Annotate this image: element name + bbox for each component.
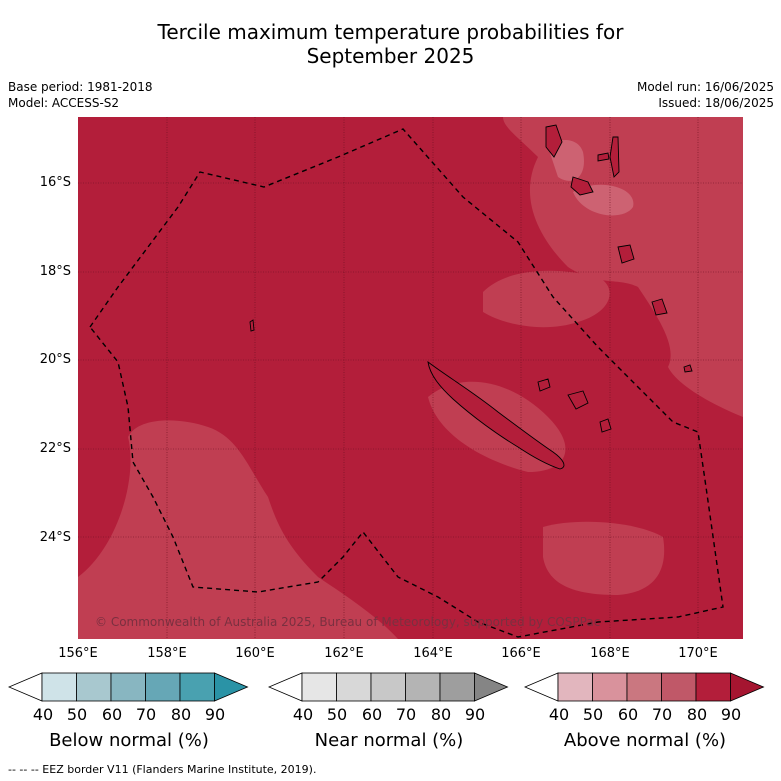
lat-label: 24°S (39, 530, 71, 545)
colorbar-segment (145, 672, 181, 702)
colorbar-segment (214, 672, 249, 702)
cb-near-tick: 80 (430, 705, 452, 724)
cb-near-tick: 40 (292, 705, 314, 724)
lighter-zone-southeast (543, 521, 665, 595)
cb-above-tick: 70 (651, 705, 673, 724)
model-run-label: Model run: 16/06/2025 (636, 80, 774, 94)
cb-above-tick: 90 (720, 705, 742, 724)
colorbar-near-title: Near normal (%) (314, 730, 464, 751)
colorbar-segment (661, 672, 697, 702)
eez-legend-footer: -- -- -- EEZ border V11 (Flanders Marine… (8, 763, 317, 776)
lon-label: 162°E (324, 646, 364, 661)
cb-above-tick: 40 (548, 705, 570, 724)
colorbar-near-normal-segments (268, 672, 509, 702)
map-svg: © Commonwealth of Australia 2025, Bureau… (78, 117, 743, 639)
island-loyalty-2 (567, 390, 589, 410)
colorbar-segment (474, 672, 509, 702)
cb-below-tick: 70 (135, 705, 157, 724)
colorbar-segment (336, 672, 372, 702)
colorbar-segment (268, 672, 303, 702)
colorbar-segment (626, 672, 662, 702)
map-title-line1: Tercile maximum temperature probabilitie… (157, 20, 624, 44)
colorbar-segment (179, 672, 215, 702)
lighter-zone-center (483, 270, 610, 328)
cb-below-tick: 50 (66, 705, 88, 724)
island-east-1 (651, 298, 668, 316)
colorbar-segment (439, 672, 475, 702)
lon-label: 168°E (590, 646, 630, 661)
lon-label: 156°E (58, 646, 98, 661)
vanuatu-island-5 (617, 244, 635, 264)
cb-below-tick: 60 (101, 705, 123, 724)
issued-label: Issued: 18/06/2025 (658, 96, 774, 110)
colorbar-above-normal-segments (524, 672, 765, 702)
colorbar-above-normal (524, 672, 765, 702)
lat-label: 18°S (39, 264, 71, 279)
colorbar-segment (8, 672, 43, 702)
cb-near-tick: 90 (464, 705, 486, 724)
colorbar-above-title: Above normal (%) (563, 730, 727, 751)
map-area: © Commonwealth of Australia 2025, Bureau… (78, 117, 743, 639)
lighter-zone-south (78, 584, 238, 639)
lightest-zone-vanuatu (548, 140, 634, 216)
graticule (78, 117, 743, 639)
cb-near-tick: 60 (361, 705, 383, 724)
lon-label: 170°E (678, 646, 718, 661)
colorbar-segment (41, 672, 77, 702)
colorbar-below-normal (8, 672, 249, 702)
lat-label: 22°S (39, 441, 71, 456)
lon-label: 158°E (147, 646, 187, 661)
cb-near-tick: 50 (326, 705, 348, 724)
island-small-1 (249, 319, 255, 332)
copyright-text: © Commonwealth of Australia 2025, Bureau… (95, 615, 600, 629)
cb-below-tick: 40 (32, 705, 54, 724)
cb-near-tick: 70 (395, 705, 417, 724)
model-label: Model: ACCESS-S2 (8, 96, 120, 110)
cb-above-tick: 80 (686, 705, 708, 724)
vanuatu-island-2 (609, 136, 620, 178)
colorbar-segment (110, 672, 146, 702)
island-loyalty-3 (599, 418, 612, 433)
lighter-zone-northeast (503, 117, 743, 417)
colorbar-segment (301, 672, 337, 702)
map-title-line2: September 2025 (306, 44, 475, 68)
colorbar-below-normal-segments (8, 672, 249, 702)
vanuatu-island-1 (545, 124, 563, 158)
new-caledonia-island (427, 360, 565, 470)
vanuatu-island-4 (597, 152, 610, 162)
colorbar-near-normal (268, 672, 509, 702)
land-masses (249, 124, 693, 470)
lon-label: 166°E (501, 646, 541, 661)
lighter-zone-west (78, 420, 398, 639)
cb-above-tick: 60 (617, 705, 639, 724)
eez-border (89, 128, 724, 638)
island-loyalty-1 (537, 378, 551, 392)
colorbar-below-title: Below normal (%) (49, 730, 209, 751)
lon-label: 160°E (235, 646, 275, 661)
island-east-2 (683, 364, 693, 373)
colorbar-segment (370, 672, 406, 702)
colorbar-segment (592, 672, 628, 702)
cb-below-tick: 80 (170, 705, 192, 724)
colorbar-segment (695, 672, 731, 702)
cb-below-tick: 90 (204, 705, 226, 724)
colorbar-segment (730, 672, 765, 702)
colorbar-segment (405, 672, 441, 702)
colorbar-segment (557, 672, 593, 702)
cb-above-tick: 50 (582, 705, 604, 724)
lat-label: 16°S (39, 175, 71, 190)
colorbar-segment (76, 672, 112, 702)
lon-label: 164°E (413, 646, 453, 661)
vanuatu-island-3 (570, 176, 594, 196)
base-period-label: Base period: 1981-2018 (8, 80, 153, 94)
colorbar-segment (524, 672, 559, 702)
lat-label: 20°S (39, 352, 71, 367)
